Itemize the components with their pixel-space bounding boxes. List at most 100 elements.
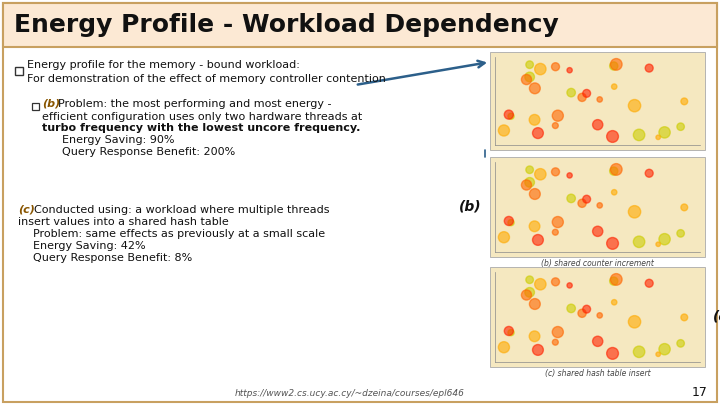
- Point: [524, 62, 536, 68]
- Point: [594, 312, 606, 319]
- Text: Query Response Benefit: 8%: Query Response Benefit: 8%: [33, 253, 192, 263]
- Text: Energy Saving: 90%: Energy Saving: 90%: [62, 135, 174, 145]
- Point: [565, 195, 577, 202]
- Point: [524, 289, 536, 296]
- Point: [534, 171, 546, 177]
- Text: insert values into a shared hash table: insert values into a shared hash table: [18, 217, 229, 227]
- Point: [644, 170, 655, 177]
- Text: (c): (c): [713, 310, 720, 324]
- Point: [528, 117, 540, 123]
- Point: [607, 240, 618, 247]
- Text: turbo frequency with the lowest uncore frequency.: turbo frequency with the lowest uncore f…: [42, 123, 361, 133]
- Text: Energy Saving: 42%: Energy Saving: 42%: [33, 241, 145, 251]
- Point: [592, 122, 603, 128]
- Point: [608, 278, 619, 284]
- Point: [549, 339, 561, 345]
- Point: [659, 236, 670, 243]
- Point: [505, 329, 517, 336]
- Text: Problem: the most performing and most energy -: Problem: the most performing and most en…: [58, 99, 331, 109]
- Text: (b): (b): [459, 200, 482, 214]
- Point: [659, 346, 670, 352]
- Point: [652, 134, 664, 141]
- Point: [581, 196, 593, 202]
- Point: [634, 239, 645, 245]
- Point: [678, 204, 690, 211]
- Point: [611, 61, 622, 68]
- Point: [678, 314, 690, 321]
- Point: [552, 113, 564, 119]
- Point: [549, 229, 561, 235]
- FancyBboxPatch shape: [490, 157, 705, 257]
- Point: [581, 90, 593, 97]
- Point: [607, 350, 618, 357]
- Point: [503, 328, 515, 334]
- Point: [532, 130, 544, 136]
- Point: [498, 234, 510, 241]
- Point: [498, 127, 510, 134]
- Point: [529, 191, 541, 197]
- Text: Query Response Benefit: 200%: Query Response Benefit: 200%: [62, 147, 235, 157]
- Text: (b): (b): [42, 99, 60, 109]
- Point: [503, 111, 515, 118]
- Point: [534, 66, 546, 72]
- Point: [634, 132, 645, 138]
- Point: [592, 338, 603, 345]
- Point: [521, 292, 532, 298]
- Point: [565, 90, 577, 96]
- Point: [629, 102, 640, 109]
- FancyBboxPatch shape: [15, 67, 23, 75]
- Point: [675, 340, 686, 347]
- Point: [521, 182, 532, 188]
- Text: Energy Profile - Workload Dependency: Energy Profile - Workload Dependency: [14, 13, 559, 37]
- Point: [652, 351, 664, 358]
- Point: [503, 218, 515, 224]
- Point: [675, 124, 686, 130]
- Text: For demonstration of the effect of memory controller contention: For demonstration of the effect of memor…: [27, 74, 386, 84]
- Text: (c): (c): [18, 205, 35, 215]
- Point: [550, 168, 562, 175]
- Point: [529, 301, 541, 307]
- FancyBboxPatch shape: [490, 52, 705, 150]
- Point: [529, 85, 541, 92]
- Point: [552, 219, 564, 225]
- Text: Energy profile for the memory - bound workload:: Energy profile for the memory - bound wo…: [27, 60, 300, 70]
- Point: [581, 306, 593, 312]
- Point: [532, 347, 544, 353]
- Point: [524, 179, 536, 185]
- Point: [528, 223, 540, 230]
- Point: [659, 129, 670, 136]
- Point: [608, 83, 620, 90]
- Point: [608, 299, 620, 305]
- Text: (b) shared counter increment: (b) shared counter increment: [541, 259, 654, 268]
- Text: efficient configuration uses only two hardware threads at: efficient configuration uses only two ha…: [42, 112, 362, 122]
- Point: [629, 209, 640, 215]
- Point: [528, 333, 540, 339]
- FancyBboxPatch shape: [490, 267, 705, 367]
- Point: [524, 166, 536, 173]
- Point: [532, 237, 544, 243]
- Point: [608, 189, 620, 196]
- Text: Conducted using: a workload where multiple threads: Conducted using: a workload where multip…: [34, 205, 330, 215]
- Point: [550, 64, 562, 70]
- Point: [608, 168, 619, 174]
- Point: [534, 281, 546, 288]
- Point: [576, 200, 588, 207]
- Point: [521, 76, 532, 83]
- Point: [594, 202, 606, 209]
- Text: (c) shared hash table insert: (c) shared hash table insert: [545, 369, 650, 378]
- Point: [549, 122, 561, 129]
- Point: [611, 276, 622, 283]
- Point: [592, 228, 603, 234]
- Point: [564, 172, 575, 179]
- Text: 17: 17: [692, 386, 708, 399]
- Point: [675, 230, 686, 237]
- Point: [564, 67, 575, 73]
- Point: [629, 319, 640, 325]
- Text: https://www2.cs.ucy.ac.cy/~dzeina/courses/epl646: https://www2.cs.ucy.ac.cy/~dzeina/course…: [235, 388, 465, 397]
- Point: [576, 310, 588, 316]
- Text: Problem: same effects as previously at a small scale: Problem: same effects as previously at a…: [33, 229, 325, 239]
- Point: [576, 94, 588, 100]
- Point: [550, 279, 562, 285]
- FancyBboxPatch shape: [32, 103, 39, 110]
- Point: [644, 65, 655, 71]
